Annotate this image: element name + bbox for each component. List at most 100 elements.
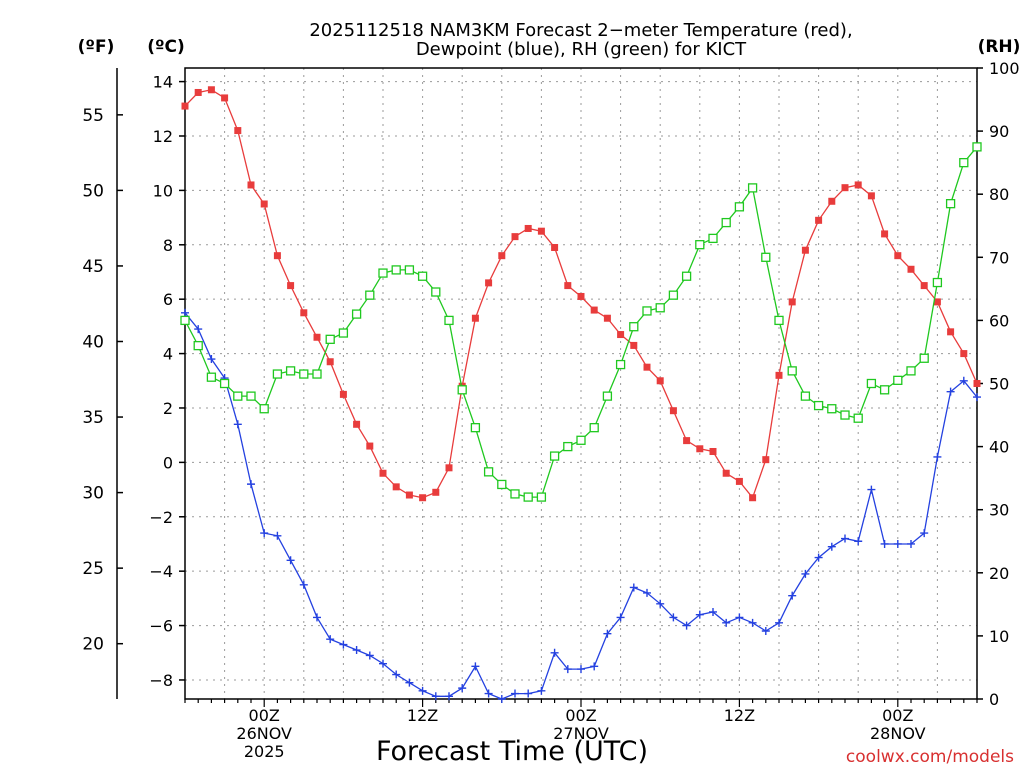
dewpoint-point: [352, 646, 361, 655]
rh-point: [391, 265, 401, 275]
rh-point: [734, 202, 745, 212]
dewpoint-point: [379, 659, 387, 668]
fahrenheit-tick-label: 55: [82, 106, 104, 126]
temperature-point: [960, 350, 968, 358]
rh-tick-label: 20: [989, 564, 1009, 583]
x-tick-label: 00Z: [565, 706, 596, 725]
dewpoint-point: [748, 618, 757, 627]
celsius-tick-label: 6: [163, 290, 173, 309]
rh-point: [800, 391, 811, 401]
rh-point: [206, 372, 217, 382]
rh-point: [378, 268, 388, 278]
temperature-point: [788, 298, 796, 306]
rh-point: [774, 315, 784, 326]
rh-point: [338, 328, 349, 338]
rh-point: [285, 366, 296, 376]
dewpoint-point: [827, 542, 836, 551]
temperature-point: [181, 102, 189, 110]
rh-tick-label: 80: [989, 185, 1009, 204]
data-series: [180, 86, 982, 703]
temperature-point: [445, 464, 453, 472]
rh-tick-label: 100: [989, 59, 1020, 78]
temperature-point: [867, 192, 875, 200]
dewpoint-point: [418, 686, 427, 695]
rh-point: [246, 391, 256, 401]
celsius-tick-label: −2: [149, 508, 173, 527]
rh-point: [787, 366, 797, 376]
rh-point: [879, 385, 890, 395]
rh-point: [193, 340, 203, 351]
chart-title-line-2: Dewpoint (blue), RH (green) for KICT: [416, 39, 747, 60]
axis-ticks: −8−6−4−202468101214202530354045505501020…: [82, 59, 1019, 761]
temperature-point: [709, 447, 717, 455]
dewpoint-point: [286, 556, 295, 565]
dewpoint-point: [524, 689, 533, 698]
dewpoint-point: [735, 613, 744, 622]
temperature-point: [537, 227, 545, 235]
dewpoint-point: [761, 627, 770, 636]
celsius-tick-label: 10: [153, 181, 173, 200]
dewpoint-point: [458, 684, 467, 693]
temperature-point: [405, 491, 413, 499]
rh-point: [259, 404, 269, 414]
temperature-point: [933, 298, 941, 306]
fahrenheit-tick-label: 30: [82, 484, 104, 504]
celsius-tick-label: 0: [163, 453, 173, 472]
rh-point: [681, 271, 692, 281]
fahrenheit-tick-label: 20: [82, 635, 104, 655]
rh-point: [840, 410, 850, 420]
rh-point: [827, 404, 837, 414]
rh-point: [721, 217, 731, 228]
rh-point: [932, 277, 943, 288]
rh-point: [219, 378, 230, 389]
temperature-point: [630, 341, 638, 349]
rh-point: [959, 157, 969, 168]
dewpoint-point: [682, 621, 691, 630]
rh-point: [417, 271, 428, 281]
x-tick-label: 00Z: [249, 706, 280, 725]
temperature-point: [775, 371, 783, 379]
temperature-point: [841, 184, 849, 192]
fahrenheit-tick-label: 35: [82, 408, 104, 428]
dewpoint-point: [326, 635, 335, 644]
rh-point: [457, 385, 467, 395]
temperature-point: [590, 306, 598, 314]
rh-point: [233, 391, 243, 401]
fahrenheit-tick-label: 25: [82, 559, 104, 579]
dewpoint-point: [669, 613, 678, 622]
dewpoint-point: [577, 665, 585, 674]
dewpoint-point: [933, 452, 942, 461]
rh-point: [813, 400, 824, 411]
rh-point: [853, 413, 863, 423]
temperature-point: [551, 244, 559, 252]
dewpoint-point: [273, 531, 282, 540]
dewpoint-point: [643, 588, 651, 597]
dewpoint-point: [339, 640, 348, 649]
temperature-point: [273, 252, 281, 260]
temperature-point: [392, 483, 400, 491]
temperature-point: [339, 390, 347, 398]
temperature-point: [379, 469, 387, 477]
temperature-point: [498, 252, 506, 260]
dewpoint-point: [867, 485, 876, 494]
rh-point: [536, 492, 547, 502]
celsius-tick-label: 14: [153, 73, 173, 92]
fahrenheit-tick-label: 50: [82, 181, 104, 201]
rh-point: [483, 467, 494, 477]
dewpoint-point: [616, 613, 625, 622]
rh-point: [576, 435, 586, 445]
x-tick-label: 00Z: [882, 706, 913, 725]
temperature-point: [511, 233, 519, 241]
dewpoint-point: [233, 420, 242, 429]
x-tick-label: 28NOV: [870, 724, 926, 743]
rh-point: [365, 290, 375, 300]
temperature-point: [854, 181, 862, 189]
rh-tick-label: 50: [989, 375, 1009, 394]
x-tick-label: 12Z: [724, 706, 755, 725]
celsius-tick-label: 8: [163, 236, 173, 255]
rh-point: [351, 309, 362, 319]
grid-lines: [185, 68, 977, 699]
temperature-point: [696, 445, 704, 453]
dewpoint-point: [471, 662, 480, 671]
dewpoint-point: [629, 583, 638, 592]
